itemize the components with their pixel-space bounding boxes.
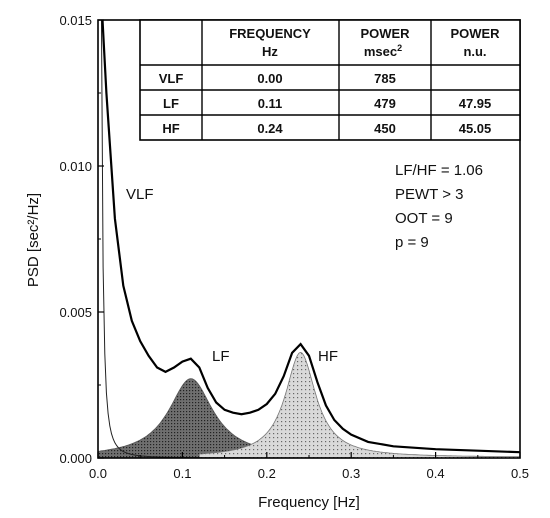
x-axis: 0.0 0.1 0.2 0.3 0.4 0.5 <box>89 452 529 481</box>
table-row-vlf-freq: 0.00 <box>257 71 282 86</box>
table-row-hf-freq: 0.24 <box>257 121 283 136</box>
total-psd-line <box>101 20 520 454</box>
x-tick-label: 0.0 <box>89 466 107 481</box>
lf-hf-ratio: LF/HF = 1.06 <box>395 162 483 179</box>
lf-label: LF <box>212 348 230 365</box>
hf-label: HF <box>318 348 338 365</box>
table-row-lf-label: LF <box>163 96 179 111</box>
x-tick-label: 0.2 <box>258 466 276 481</box>
table-unit-hz: Hz <box>262 44 278 59</box>
y-tick-label: 0.005 <box>59 305 92 320</box>
table-header-frequency: FREQUENCY <box>229 26 311 41</box>
y-tick-label: 0.000 <box>59 451 92 466</box>
table-row-lf-freq: 0.11 <box>258 96 283 111</box>
annotation-block: LF/HF = 1.06 PEWT > 3 OOT = 9 p = 9 <box>395 162 483 251</box>
pewt-annotation: PEWT > 3 <box>395 186 464 203</box>
y-tick-label: 0.010 <box>59 159 92 174</box>
y-axis: 0.000 0.005 0.010 0.015 <box>59 13 104 466</box>
y-axis-title: PSD [sec²/Hz] <box>25 193 42 287</box>
table-row-vlf-power: 785 <box>374 71 396 86</box>
oot-annotation: OOT = 9 <box>395 210 453 227</box>
table-row-lf-nu: 47.95 <box>459 96 492 111</box>
x-tick-label: 0.3 <box>342 466 360 481</box>
hf-component-area <box>198 351 520 458</box>
vlf-label: VLF <box>126 186 154 203</box>
table-header-power-nu: POWER <box>450 26 500 41</box>
table-row-hf-label: HF <box>162 121 179 136</box>
table-header-power-msec: POWER <box>360 26 410 41</box>
table-row-hf-power: 450 <box>374 121 396 136</box>
p-annotation: p = 9 <box>395 234 429 251</box>
power-table: FREQUENCY POWER POWER Hz msec2 n.u. VLF … <box>139 19 521 141</box>
table-row-lf-power: 479 <box>374 96 396 111</box>
x-tick-label: 0.4 <box>427 466 445 481</box>
table-unit-nu: n.u. <box>463 44 486 59</box>
x-tick-label: 0.1 <box>173 466 191 481</box>
table-row-vlf-label: VLF <box>159 71 184 86</box>
y-tick-label: 0.015 <box>59 13 92 28</box>
x-axis-title: Frequency [Hz] <box>258 494 360 511</box>
table-unit-msec2: msec2 <box>364 43 402 59</box>
table-row-hf-nu: 45.05 <box>459 121 492 136</box>
x-tick-label: 0.5 <box>511 466 529 481</box>
